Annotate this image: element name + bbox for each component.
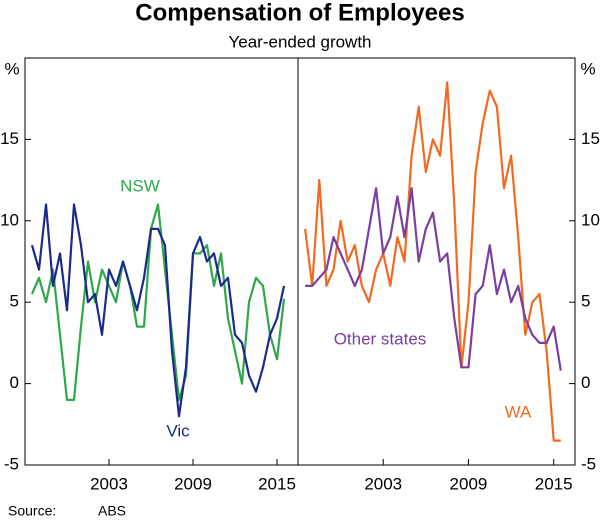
y-unit: % — [4, 59, 19, 78]
chart-title: Compensation of Employees — [135, 0, 464, 26]
y-tick-label: 5 — [10, 292, 19, 311]
x-tick-label: 2009 — [174, 474, 212, 493]
y-tick-label: 10 — [581, 210, 600, 229]
chart-subtitle: Year-ended growth — [228, 32, 371, 51]
y-tick-label: 0 — [581, 373, 590, 392]
x-tick-label: 2009 — [450, 474, 488, 493]
series-label: Vic — [166, 421, 190, 440]
y-tick-label: 5 — [581, 292, 590, 311]
series-line — [30, 203, 286, 418]
plot-frame — [24, 57, 576, 466]
source: ABS — [98, 503, 126, 519]
y-tick-label: -5 — [4, 454, 19, 473]
x-tick-label: 2015 — [535, 474, 573, 493]
series-label: Other states — [334, 329, 427, 348]
x-tick-label: 2003 — [90, 474, 128, 493]
source-label: Source: — [8, 503, 56, 519]
series-line — [304, 81, 561, 442]
series-line — [305, 187, 562, 371]
series-line — [30, 203, 286, 401]
y-tick-label: 10 — [0, 210, 19, 229]
y-tick-label: -5 — [581, 454, 596, 473]
series-label: WA — [505, 402, 532, 421]
x-tick-label: 2015 — [258, 474, 296, 493]
x-tick-label: 2003 — [364, 474, 402, 493]
y-tick-label: 0 — [10, 373, 19, 392]
y-tick-label: 15 — [581, 129, 600, 148]
series-label: NSW — [120, 176, 160, 195]
y-tick-label: 15 — [0, 129, 19, 148]
y-unit: % — [580, 59, 595, 78]
